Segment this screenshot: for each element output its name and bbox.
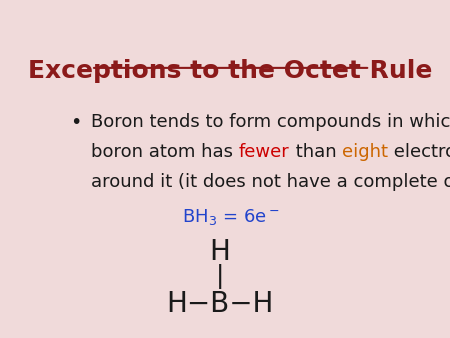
Text: than: than bbox=[290, 143, 342, 161]
Text: H−B−H: H−B−H bbox=[166, 290, 274, 318]
Text: around it (it does not have a complete octet).: around it (it does not have a complete o… bbox=[91, 173, 450, 191]
Text: Boron tends to form compounds in which the: Boron tends to form compounds in which t… bbox=[91, 114, 450, 131]
Text: H: H bbox=[210, 238, 230, 266]
Text: •: • bbox=[70, 114, 81, 132]
Text: eight: eight bbox=[342, 143, 388, 161]
Text: Exceptions to the Octet Rule: Exceptions to the Octet Rule bbox=[28, 59, 433, 83]
Text: boron atom has: boron atom has bbox=[91, 143, 239, 161]
Text: |: | bbox=[216, 264, 225, 289]
Text: BH$_3$ = 6e$^-$: BH$_3$ = 6e$^-$ bbox=[182, 207, 279, 227]
Text: fewer: fewer bbox=[239, 143, 290, 161]
Text: electrons: electrons bbox=[388, 143, 450, 161]
